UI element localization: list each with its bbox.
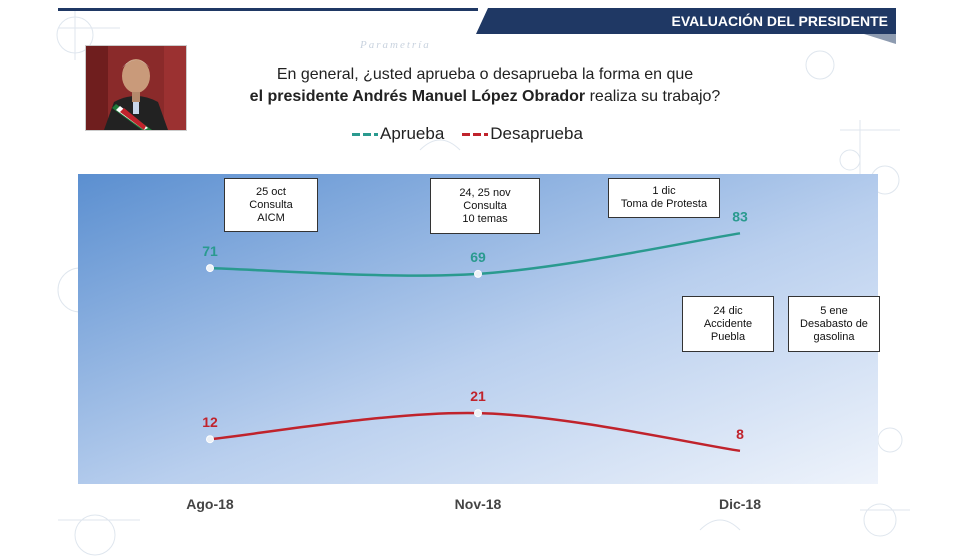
header-title: EVALUACIÓN DEL PRESIDENTE bbox=[476, 8, 896, 34]
x-tick-label: Ago-18 bbox=[186, 496, 234, 512]
annotation-toma-protesta: 1 dic Toma de Protesta bbox=[608, 178, 720, 218]
question-line-2-rest: realiza su trabajo? bbox=[585, 88, 721, 105]
question-line-1: En general, ¿usted aprueba o desaprueba … bbox=[276, 66, 694, 83]
x-tick-label: Nov-18 bbox=[455, 496, 502, 512]
watermark-text: Parametría bbox=[359, 39, 431, 51]
annotation-desabasto-gasolina: 5 ene Desabasto de gasolina bbox=[788, 296, 880, 352]
legend-swatch-aprueba bbox=[352, 132, 378, 136]
annotation-consulta-aicm: 25 oct Consulta AICM bbox=[224, 178, 318, 232]
header-accent bbox=[864, 34, 896, 44]
data-point bbox=[474, 409, 482, 418]
data-label: 8 bbox=[736, 426, 744, 442]
question-line-2: el presidente Andrés Manuel López Obrado… bbox=[200, 86, 770, 108]
data-label: 69 bbox=[470, 249, 486, 265]
annotation-accidente-puebla: 24 dic Accidente Puebla bbox=[682, 296, 774, 352]
data-label: 12 bbox=[202, 414, 218, 430]
survey-question: En general, ¿usted aprueba o desaprueba … bbox=[200, 64, 770, 108]
data-label: 21 bbox=[470, 388, 486, 404]
data-label: 83 bbox=[732, 208, 748, 224]
legend-item-aprueba: Aprueba bbox=[352, 124, 444, 144]
legend-label-desaprueba: Desaprueba bbox=[490, 124, 583, 143]
president-photo bbox=[85, 45, 187, 131]
question-bold-subject: el presidente Andrés Manuel López Obrado… bbox=[249, 88, 586, 105]
header-rule bbox=[58, 8, 478, 11]
chart-legend: Aprueba Desaprueba bbox=[352, 124, 583, 144]
legend-label-aprueba: Aprueba bbox=[380, 124, 445, 143]
legend-item-desaprueba: Desaprueba bbox=[462, 124, 583, 144]
data-label: 71 bbox=[202, 243, 218, 259]
annotation-consulta-10-temas: 24, 25 nov Consulta 10 temas bbox=[430, 178, 540, 234]
data-point bbox=[206, 264, 214, 273]
data-point bbox=[206, 435, 214, 444]
x-tick-label: Dic-18 bbox=[719, 496, 761, 512]
data-point bbox=[474, 269, 482, 278]
legend-swatch-desaprueba bbox=[462, 132, 489, 136]
